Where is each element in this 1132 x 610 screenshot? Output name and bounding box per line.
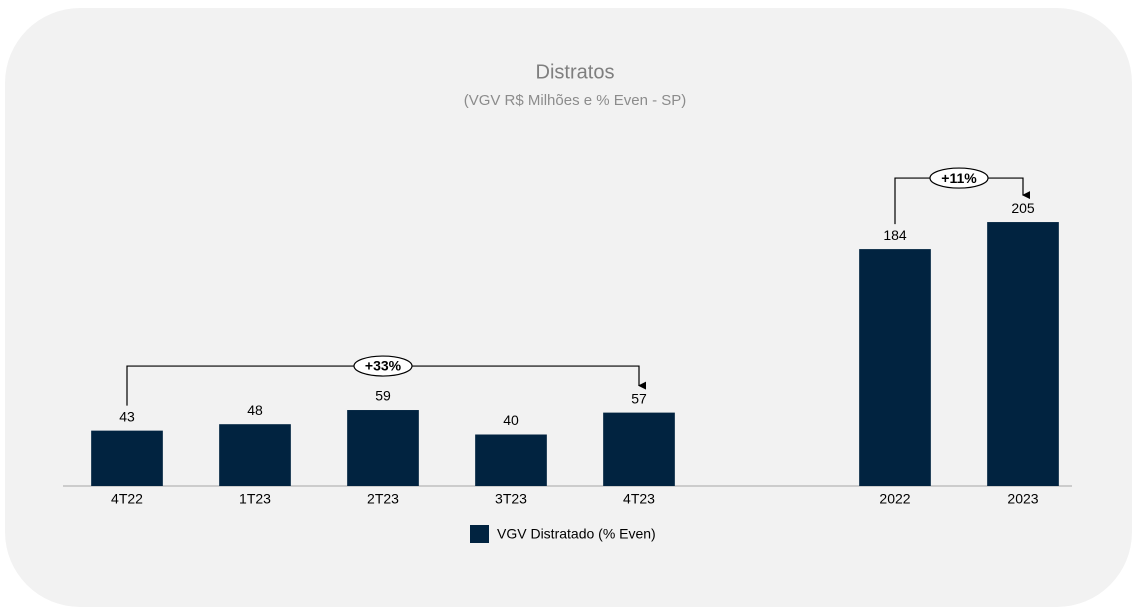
annotation-text: +11% bbox=[941, 170, 977, 186]
x-tick-label: 2022 bbox=[879, 491, 910, 507]
annotation-oval bbox=[353, 355, 413, 377]
data-label: 48 bbox=[247, 402, 263, 418]
x-tick-label: 2T23 bbox=[367, 491, 399, 507]
bar bbox=[219, 424, 291, 486]
data-label: 40 bbox=[503, 412, 519, 428]
bar bbox=[987, 222, 1059, 486]
bar bbox=[603, 412, 675, 486]
data-label: 57 bbox=[631, 390, 647, 406]
x-tick-label: 3T23 bbox=[495, 491, 527, 507]
data-label: 59 bbox=[375, 388, 391, 404]
data-label: 43 bbox=[119, 408, 135, 424]
bar bbox=[859, 249, 931, 486]
x-tick-label: 4T22 bbox=[111, 491, 143, 507]
bar bbox=[91, 430, 163, 486]
legend-label: VGV Distratado (% Even) bbox=[497, 526, 656, 542]
x-tick-label: 4T23 bbox=[623, 491, 655, 507]
bar bbox=[475, 434, 547, 486]
bar bbox=[347, 410, 419, 486]
annotation-text: +33% bbox=[365, 358, 402, 374]
annotation-oval bbox=[929, 167, 989, 189]
chart-subtitle: (VGV R$ Milhões e % Even - SP) bbox=[464, 92, 687, 109]
legend-swatch bbox=[470, 525, 489, 543]
data-label: 205 bbox=[1011, 200, 1035, 216]
x-tick-label: 2023 bbox=[1007, 491, 1038, 507]
chart-title: Distratos bbox=[536, 61, 615, 83]
x-tick-label: 1T23 bbox=[239, 491, 271, 507]
data-label: 184 bbox=[883, 227, 907, 243]
